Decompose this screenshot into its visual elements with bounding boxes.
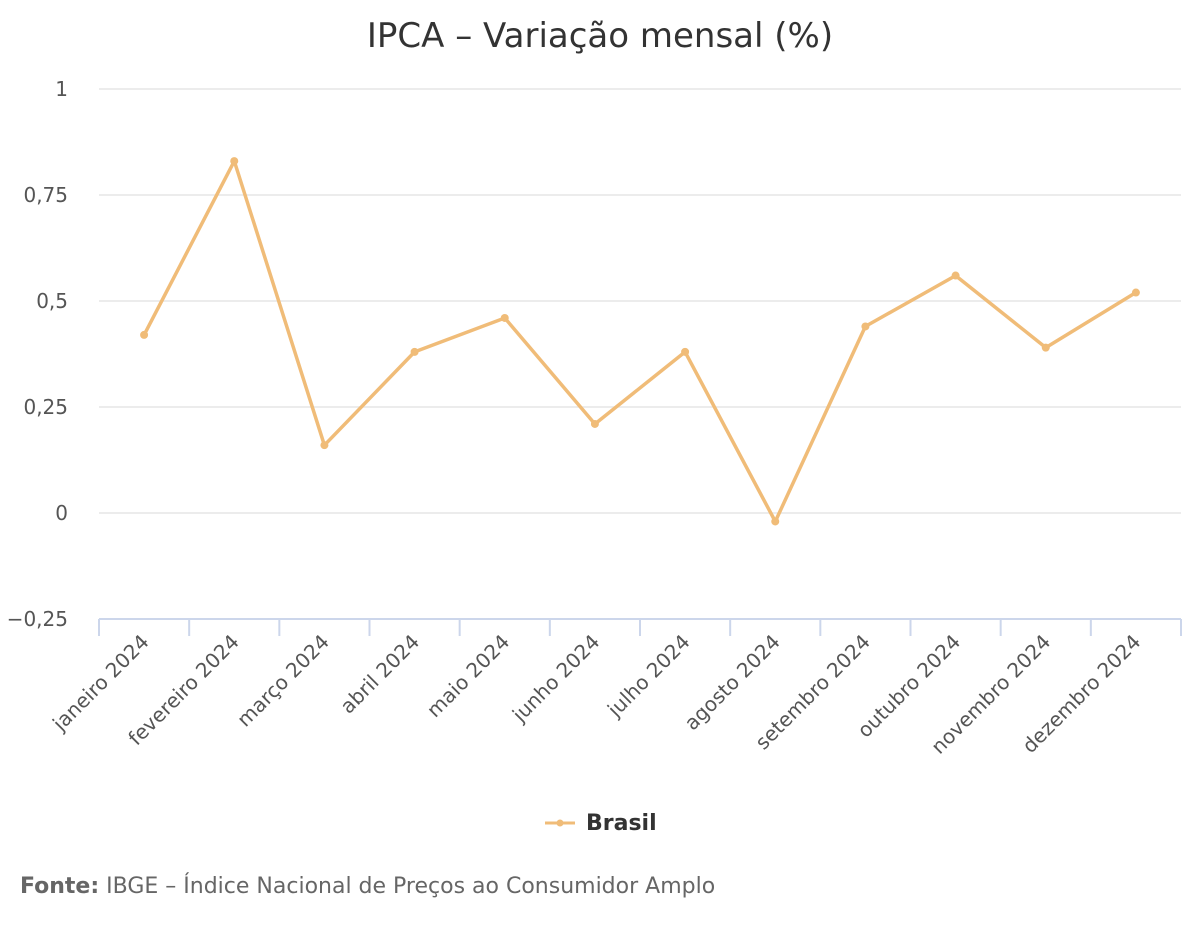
y-tick-label: 0,5	[36, 289, 68, 313]
chart-title: IPCA – Variação mensal (%)	[367, 16, 833, 56]
legend-marker-symbol	[556, 819, 564, 827]
source-text: IBGE – Índice Nacional de Preços ao Cons…	[106, 874, 716, 899]
x-tick-label: abril 2024	[335, 630, 424, 719]
x-tick-label: junho 2024	[507, 630, 605, 728]
y-tick-label: −0,25	[7, 607, 68, 631]
data-point[interactable]	[590, 419, 599, 428]
data-point[interactable]	[140, 330, 149, 339]
data-point[interactable]	[1131, 288, 1140, 297]
source-label: Fonte:	[20, 874, 100, 899]
series-line-brasil[interactable]	[142, 159, 1138, 524]
y-axis: −0,25 0 0,25 0,5 0,75 1	[7, 77, 68, 631]
data-point[interactable]	[410, 347, 419, 356]
x-tick-label: maio 2024	[422, 630, 514, 722]
x-tick-label: julho 2024	[602, 630, 695, 723]
data-point[interactable]	[320, 441, 329, 450]
data-point[interactable]	[771, 517, 780, 526]
legend[interactable]: Brasil	[545, 811, 657, 836]
data-point[interactable]	[951, 271, 960, 280]
x-tick-label: março 2024	[232, 630, 334, 732]
data-point[interactable]	[1041, 343, 1050, 352]
y-tick-label: 1	[55, 77, 68, 101]
data-point[interactable]	[681, 347, 690, 356]
data-point[interactable]	[230, 157, 239, 166]
y-tick-label: 0,75	[23, 183, 68, 207]
series-brasil[interactable]	[140, 157, 1140, 526]
data-point[interactable]	[861, 322, 870, 331]
data-point[interactable]	[500, 313, 509, 322]
y-tick-label: 0,25	[23, 395, 68, 419]
source-note: Fonte: IBGE – Índice Nacional de Preços …	[20, 874, 715, 899]
grid-lines	[99, 88, 1181, 514]
legend-label-brasil[interactable]: Brasil	[586, 811, 657, 836]
y-tick-label: 0	[55, 501, 68, 525]
